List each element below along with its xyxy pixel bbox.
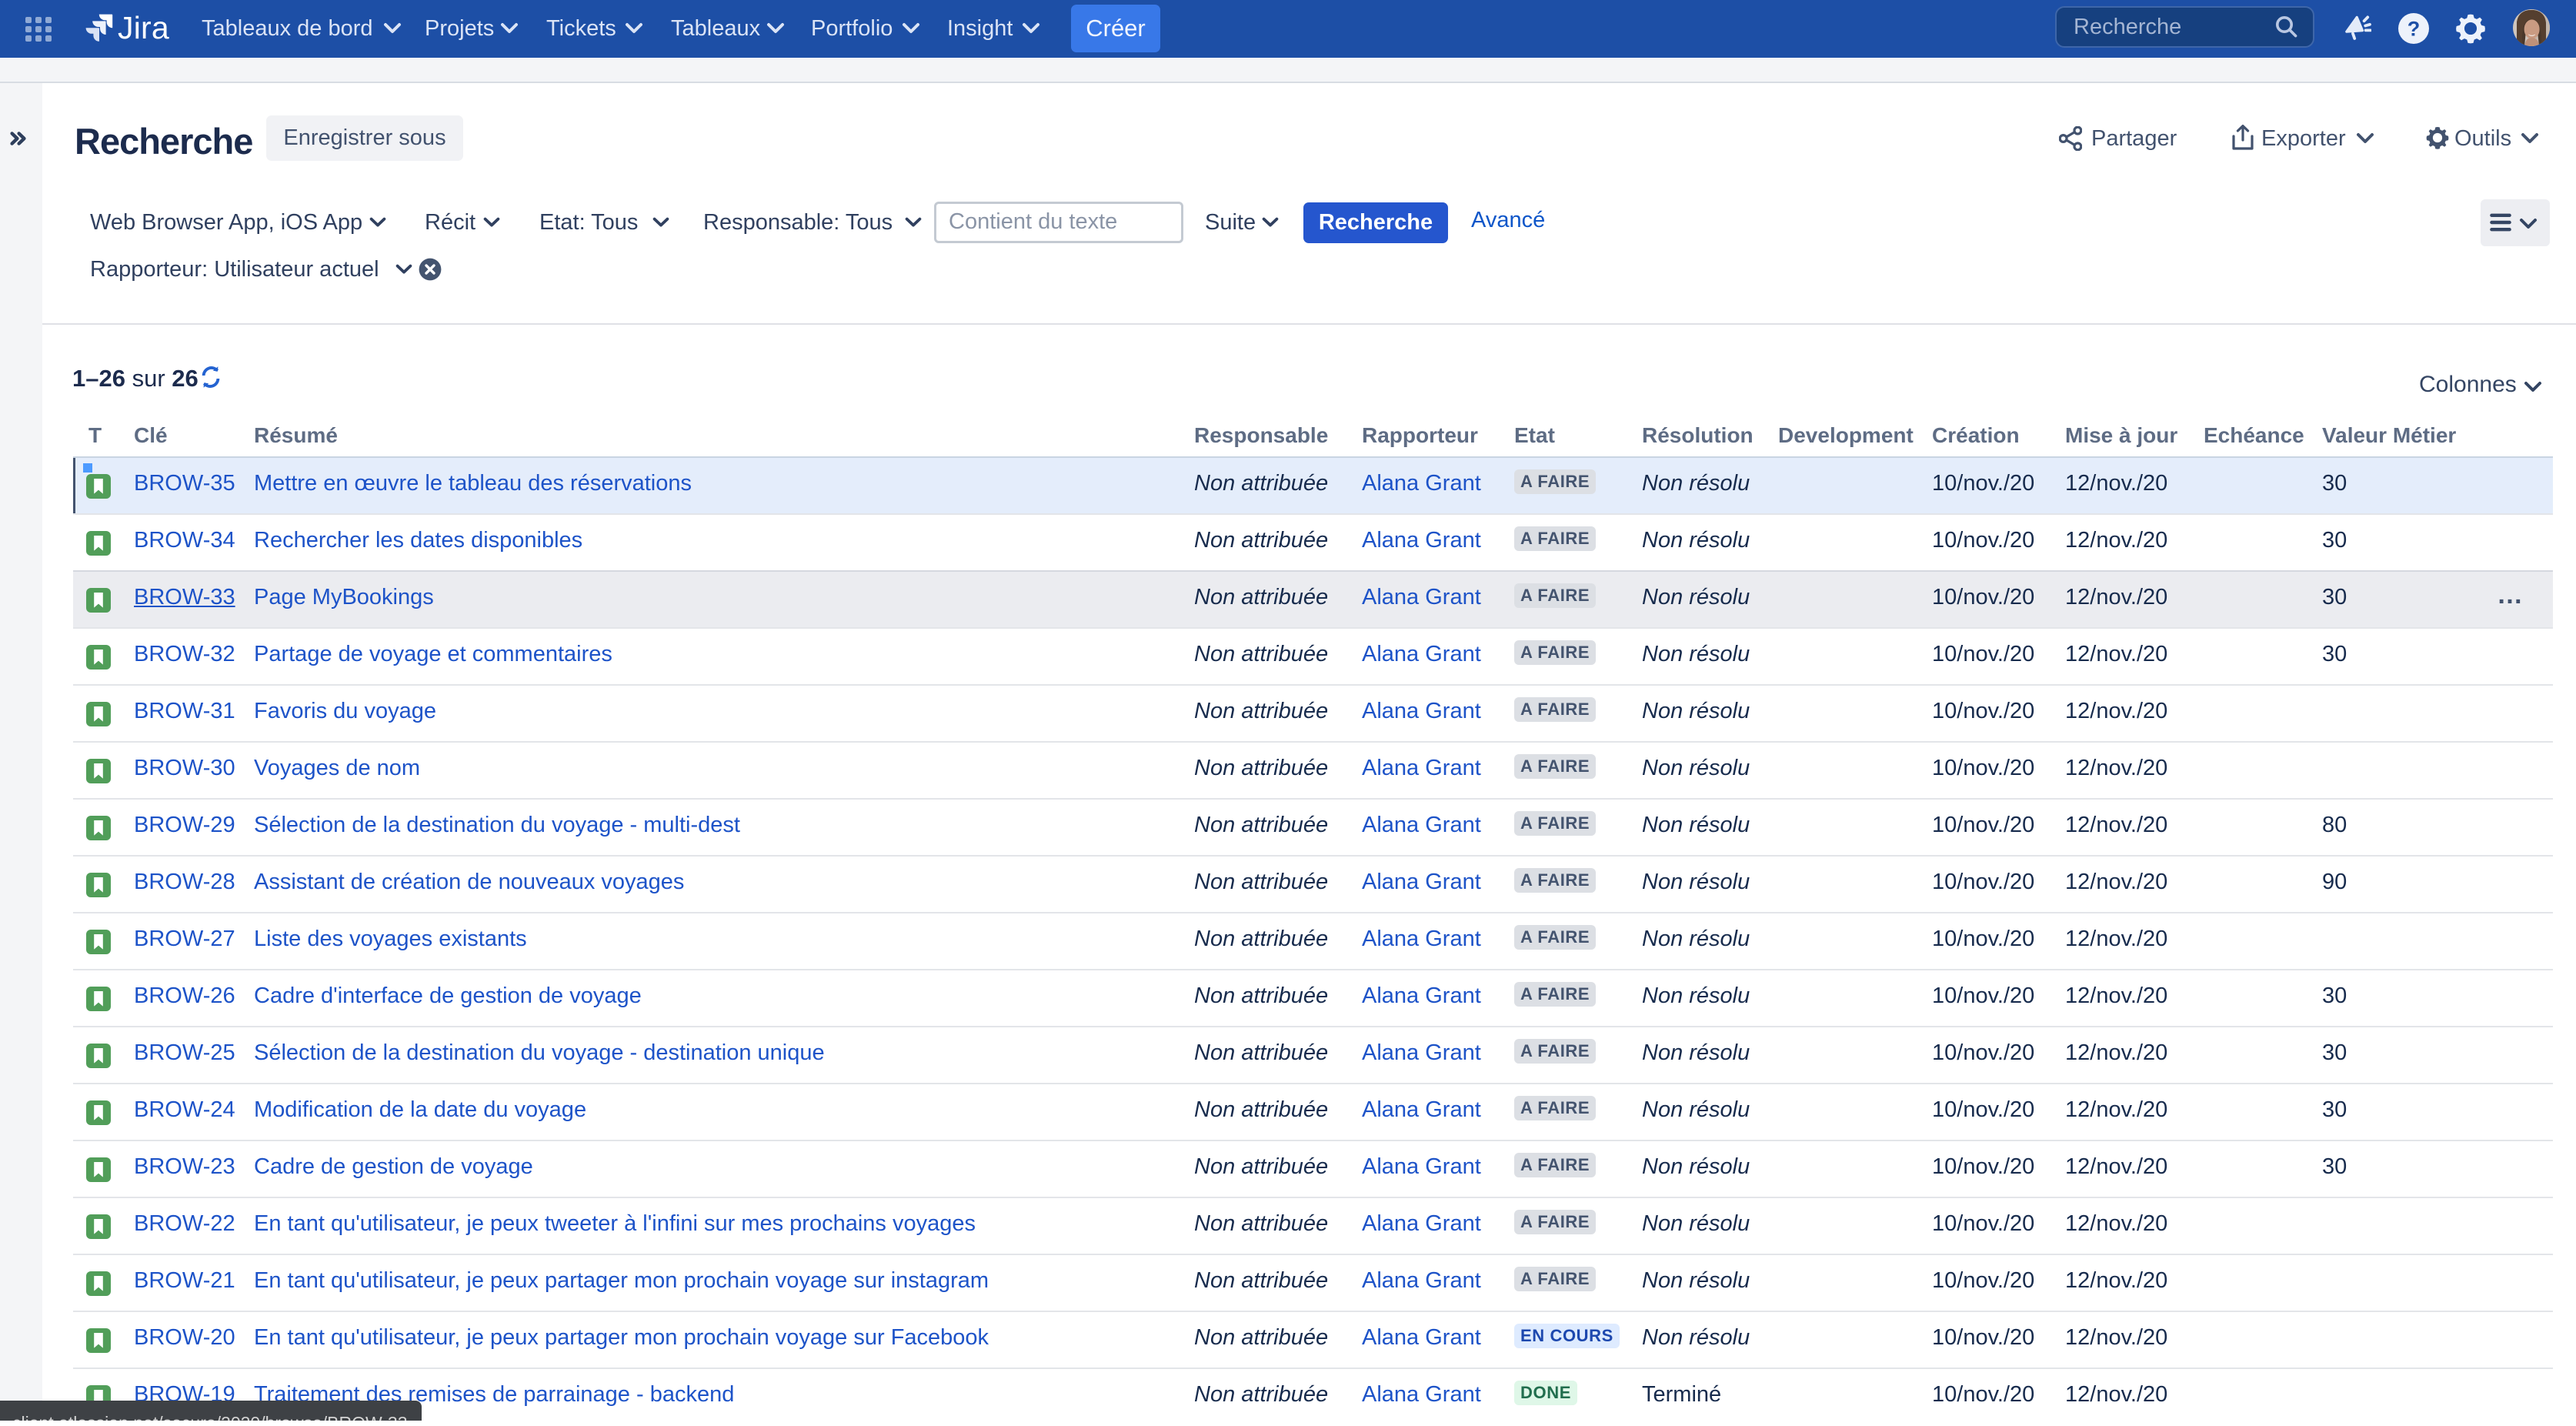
svg-text:?: ? — [2407, 18, 2421, 41]
